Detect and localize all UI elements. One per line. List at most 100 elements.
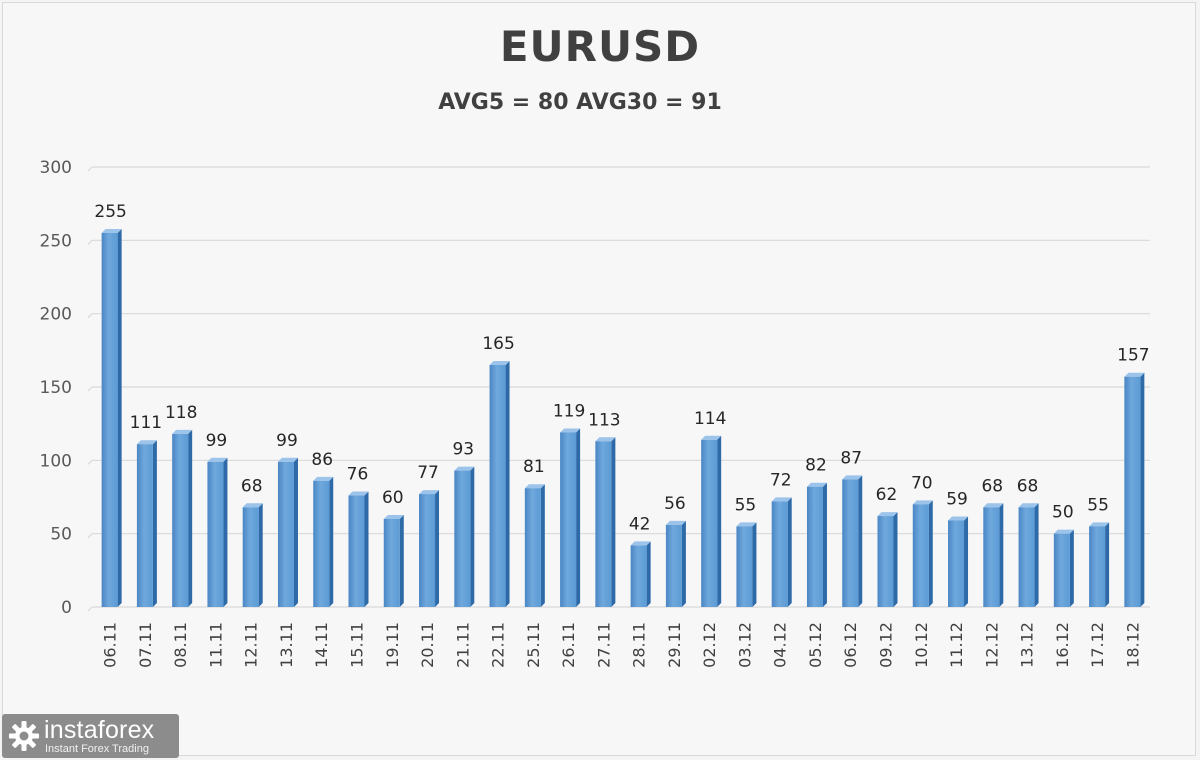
bar-front xyxy=(489,365,506,607)
x-tick-label: 08.11 xyxy=(171,622,190,668)
data-label: 42 xyxy=(629,514,651,534)
bar-side xyxy=(540,484,545,607)
data-label: 70 xyxy=(911,473,933,493)
bar xyxy=(630,541,651,607)
data-label: 77 xyxy=(417,463,439,483)
bar xyxy=(313,476,334,607)
x-tick-label: 02.12 xyxy=(700,622,719,668)
bar-front xyxy=(595,441,612,607)
x-tick-label: 20.11 xyxy=(418,622,437,668)
gridline-depth xyxy=(87,459,93,465)
bar-front xyxy=(1053,533,1070,607)
bar xyxy=(242,503,263,607)
bar-front xyxy=(560,432,577,607)
bar-top xyxy=(136,440,157,445)
data-label: 86 xyxy=(311,450,333,470)
y-axis-ticks: 0 50 100 150 200 250 300 xyxy=(40,158,72,618)
bar-top xyxy=(701,435,722,440)
bar-top xyxy=(842,475,863,480)
x-tick-label: 09.12 xyxy=(877,622,896,668)
data-label: 165 xyxy=(482,334,514,354)
data-label: 255 xyxy=(94,202,126,222)
bar-top xyxy=(912,500,933,505)
bar-side xyxy=(858,475,863,607)
gridline-depth xyxy=(87,239,93,245)
bar-front xyxy=(912,504,929,607)
bar-front xyxy=(454,470,471,607)
bar-front xyxy=(136,444,153,607)
bar xyxy=(277,457,298,607)
bar-top xyxy=(736,522,757,527)
gridline-depth xyxy=(87,533,93,539)
bar-side xyxy=(470,466,475,607)
x-tick-label: 11.12 xyxy=(947,622,966,668)
bar-side xyxy=(999,503,1004,607)
bar-front xyxy=(701,439,718,607)
bar-side xyxy=(364,491,369,607)
data-label: 68 xyxy=(241,476,263,496)
bar xyxy=(701,435,722,607)
y-tick-label: 300 xyxy=(40,158,72,178)
bar-top xyxy=(983,503,1004,508)
bar xyxy=(348,491,369,607)
bar-top xyxy=(207,457,228,462)
data-label: 157 xyxy=(1117,346,1149,366)
x-tick-label: 10.12 xyxy=(912,622,931,668)
bar xyxy=(419,490,440,607)
bar-side xyxy=(752,522,757,607)
y-tick-label: 200 xyxy=(40,305,72,325)
bar-front xyxy=(172,433,189,607)
bar-top xyxy=(489,361,510,365)
x-tick-label: 03.12 xyxy=(735,622,754,668)
y-tick-label: 0 xyxy=(61,598,72,618)
bar-front xyxy=(1089,526,1106,607)
bar-top xyxy=(454,466,475,471)
bar xyxy=(877,512,898,607)
data-label: 93 xyxy=(452,440,474,460)
bar-front xyxy=(207,461,224,607)
bar-side xyxy=(928,500,933,607)
bar xyxy=(1018,503,1039,607)
bar-top xyxy=(771,497,792,502)
bar-top xyxy=(1089,522,1110,527)
y-tick-label: 150 xyxy=(40,378,72,398)
data-label: 111 xyxy=(130,413,162,433)
bar-front xyxy=(665,524,682,607)
x-tick-label: 12.12 xyxy=(982,622,1001,668)
bar-front xyxy=(524,488,541,607)
bar-front xyxy=(313,480,330,607)
bar-side xyxy=(505,361,510,607)
chart-title: EURUSD xyxy=(499,22,701,71)
x-tick-label: 17.12 xyxy=(1088,622,1107,668)
bar-side xyxy=(893,512,898,607)
bar-front xyxy=(348,495,365,607)
bar-front xyxy=(948,520,965,607)
data-label: 119 xyxy=(553,401,585,421)
bar-side xyxy=(646,541,651,607)
gridlines xyxy=(87,166,1150,612)
bar-side xyxy=(1105,522,1110,607)
bar xyxy=(101,229,122,607)
data-label: 59 xyxy=(946,489,968,509)
bar-side xyxy=(1069,529,1074,607)
bar-top xyxy=(1053,529,1074,534)
bar-side xyxy=(964,516,969,607)
bar xyxy=(948,516,969,607)
data-label: 99 xyxy=(276,431,298,451)
bar-front xyxy=(736,526,753,607)
x-tick-label: 13.12 xyxy=(1018,622,1037,668)
data-label: 113 xyxy=(588,410,620,430)
bar-top xyxy=(806,482,827,487)
bar-front xyxy=(383,519,400,607)
bar-front xyxy=(771,501,788,607)
x-tick-label: 06.12 xyxy=(841,622,860,668)
data-label: 99 xyxy=(206,431,228,451)
data-label: 72 xyxy=(770,470,792,490)
bar-front xyxy=(242,507,259,607)
bar-front xyxy=(983,507,1000,607)
bar-front xyxy=(1124,376,1141,607)
bar-side xyxy=(329,476,334,607)
bar xyxy=(207,457,228,607)
